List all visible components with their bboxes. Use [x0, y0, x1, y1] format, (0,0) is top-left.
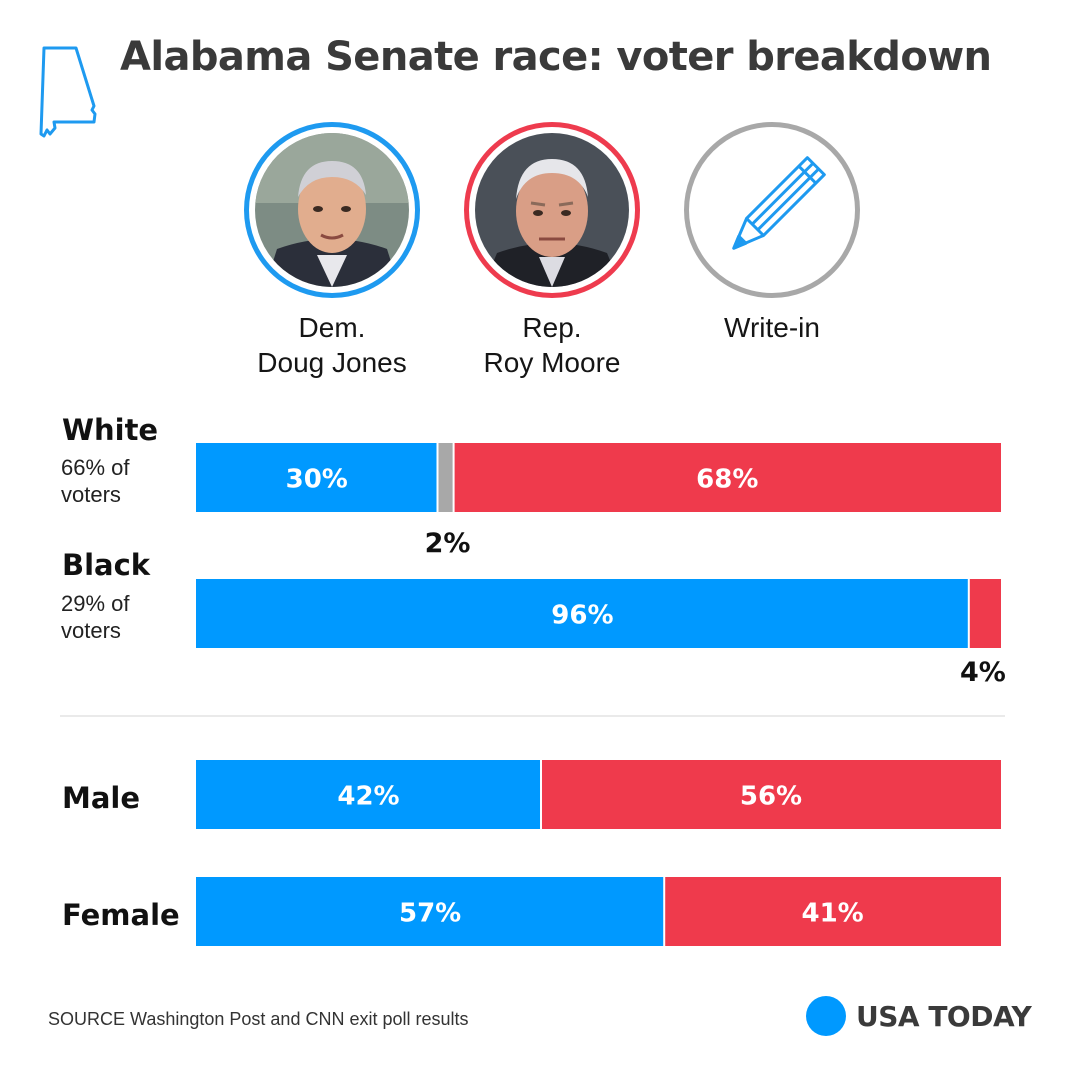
candidate-name: Doug Jones	[257, 347, 407, 378]
page-title: Alabama Senate race: voter breakdown	[120, 34, 992, 80]
bar-segment-female-roy-moore	[664, 877, 1001, 946]
data-label-female-doug-jones: 57%	[399, 899, 461, 929]
group-subtitle-black: voters	[61, 618, 121, 643]
data-label-female-roy-moore: 41%	[801, 899, 863, 929]
data-label-male-doug-jones: 42%	[337, 782, 399, 812]
group-subtitle-black: 29% of	[61, 591, 130, 616]
candidate-party: Dem.	[298, 312, 366, 343]
bar-segment-white-roy-moore	[453, 443, 1002, 512]
bar-segment-black-roy-moore	[968, 579, 1001, 648]
bar-segment-black-doug-jones	[196, 579, 969, 648]
candidate-ring	[684, 122, 860, 298]
candidate-ring	[464, 122, 640, 298]
candidate-name: Roy Moore	[483, 347, 621, 378]
group-subtitle-white: voters	[61, 482, 121, 507]
group-subtitle-white: 66% of	[61, 455, 130, 480]
group-title-male: Male	[62, 781, 140, 815]
usa-today-logo: USA TODAY	[806, 996, 1032, 1036]
group-title-female: Female	[62, 898, 180, 932]
candidate-party: Rep.	[522, 312, 582, 343]
data-label-white-roy-moore: 68%	[696, 465, 758, 495]
chart-bars: 30% 2% 68% 96% 4% 42% 56% 57% 41%	[196, 443, 1006, 946]
bar-segment-male-roy-moore	[541, 760, 1001, 829]
alabama-outline-icon	[39, 46, 97, 138]
candidate-name: Write-in	[724, 312, 820, 343]
group-title-black: Black	[62, 548, 151, 582]
roy-moore-photo	[475, 133, 629, 287]
bar-segment-white-write-in	[437, 443, 454, 512]
data-label-black-doug-jones: 96%	[551, 601, 613, 631]
source-note: SOURCE Washington Post and CNN exit poll…	[48, 1009, 469, 1029]
brand-text: USA TODAY	[856, 999, 1032, 1033]
data-label-male-roy-moore: 56%	[740, 782, 802, 812]
candidate-write-in: Write-in	[652, 122, 892, 345]
data-label-white-doug-jones: 30%	[286, 465, 348, 495]
candidate-roy-moore: Rep. Roy Moore	[432, 122, 672, 380]
group-title-white: White	[62, 413, 158, 447]
candidate-ring	[244, 122, 420, 298]
bar-segment-female-doug-jones	[196, 877, 665, 946]
bar-segment-white-doug-jones	[196, 443, 438, 512]
brand-dot-icon	[806, 996, 846, 1036]
candidate-doug-jones: Dem. Doug Jones	[212, 122, 452, 380]
data-label-white-write-in: 2%	[425, 528, 471, 559]
pencil-icon	[732, 156, 826, 250]
data-label-black-roy-moore: 4%	[960, 657, 1006, 688]
bar-segment-male-doug-jones	[196, 760, 541, 829]
